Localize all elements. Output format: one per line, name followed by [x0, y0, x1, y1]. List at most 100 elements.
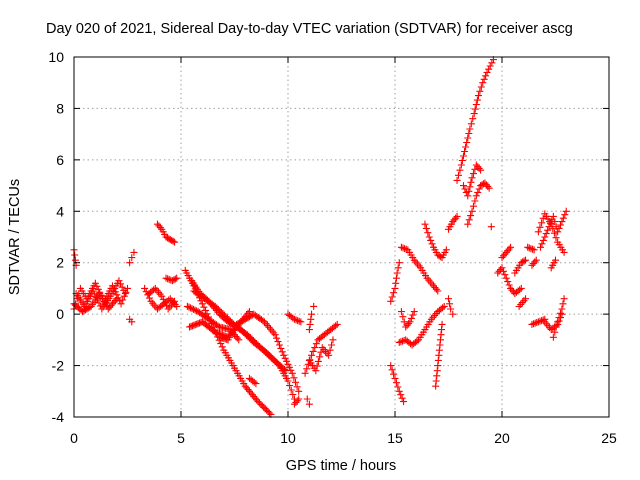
data-point-169 [171, 275, 179, 283]
data-point-534 [333, 320, 341, 328]
data-point-142 [159, 295, 167, 303]
data-point-778 [524, 243, 532, 251]
data-point-803 [547, 219, 555, 227]
data-point-727 [468, 207, 476, 215]
data-point-395 [287, 386, 295, 394]
data-point-263 [233, 334, 241, 342]
data-point-514 [301, 369, 309, 377]
data-point-689 [463, 139, 471, 146]
data-point-109 [130, 248, 138, 256]
data-point-18 [91, 279, 99, 287]
data-point-475 [265, 323, 273, 331]
data-point-797 [538, 240, 546, 248]
data-point-53 [89, 287, 97, 295]
data-point-489 [285, 363, 293, 371]
data-point-565 [395, 387, 403, 395]
data-point-505 [290, 315, 298, 323]
data-point-506 [292, 316, 300, 324]
data-point-583 [405, 320, 413, 328]
data-point-740 [487, 223, 495, 231]
data-point-579 [399, 313, 407, 321]
data-point-355 [227, 317, 235, 325]
data-point-705 [483, 68, 491, 76]
data-point-486 [281, 354, 289, 362]
data-point-577 [395, 259, 403, 267]
data-point-771 [520, 257, 528, 265]
data-point-799 [541, 233, 549, 241]
data-point-521 [312, 340, 320, 348]
data-point-790 [533, 319, 541, 326]
data-point-856 [552, 256, 559, 264]
data-point-812 [559, 214, 567, 222]
data-point-642 [422, 224, 430, 232]
data-point-791 [534, 318, 542, 326]
data-point-555 [308, 310, 316, 318]
data-point-781 [528, 245, 536, 253]
data-points [70, 56, 570, 418]
data-point-786 [532, 256, 540, 264]
x-tick-label-4: 20 [494, 430, 510, 446]
data-point-567 [398, 394, 406, 402]
data-point-763 [505, 245, 513, 253]
data-point-810 [556, 221, 564, 229]
data-point-518 [308, 351, 316, 359]
y-tick-label-3: 2 [56, 255, 64, 271]
data-point-691 [465, 130, 473, 137]
data-point-377 [260, 347, 268, 355]
data-point-132 [173, 302, 181, 310]
data-point-700 [476, 87, 484, 95]
data-point-831 [560, 248, 568, 256]
data-point-550 [328, 341, 336, 349]
data-point-73 [118, 283, 126, 291]
data-point-744 [498, 264, 506, 272]
data-point-384 [271, 357, 279, 365]
data-point-152 [156, 224, 164, 232]
data-point-698 [473, 96, 481, 104]
data-point-566 [397, 391, 405, 399]
data-point-738 [484, 182, 492, 190]
data-point-554 [307, 315, 315, 323]
data-point-476 [267, 325, 275, 333]
data-point-481 [274, 338, 282, 346]
data-point-695 [470, 110, 478, 118]
data-point-730 [472, 192, 480, 200]
data-point-586 [409, 311, 417, 319]
data-point-801 [544, 226, 552, 234]
data-point-163 [162, 274, 170, 282]
data-point-591 [400, 337, 408, 344]
data-point-826 [552, 234, 560, 242]
data-point-354 [225, 316, 233, 324]
data-point-692 [466, 125, 474, 133]
data-point-352 [222, 313, 230, 321]
data-point-512 [293, 397, 301, 405]
data-point-235 [191, 306, 199, 314]
data-point-379 [263, 350, 271, 358]
data-point-729 [471, 197, 479, 205]
data-point-694 [469, 115, 477, 123]
data-point-779 [525, 244, 533, 252]
data-point-756 [516, 286, 524, 294]
data-point-817 [538, 219, 546, 227]
data-point-798 [539, 236, 547, 244]
data-point-777 [522, 295, 530, 303]
data-point-748 [504, 278, 512, 286]
data-point-40 [124, 284, 131, 292]
data-point-792 [536, 317, 544, 325]
data-point-507 [294, 317, 302, 325]
data-point-576 [394, 264, 402, 272]
data-point-264 [235, 336, 243, 344]
data-point-233 [188, 305, 196, 313]
data-point-162 [171, 238, 179, 246]
y-tick-label-6: 8 [56, 100, 64, 116]
data-point-796 [537, 243, 545, 251]
data-point-584 [406, 318, 414, 326]
y-tick-label-4: 4 [56, 203, 64, 219]
data-point-717 [468, 174, 476, 182]
data-point-718 [469, 170, 477, 178]
data-point-183 [198, 300, 206, 308]
data-point-816 [536, 223, 544, 231]
data-point-144 [163, 302, 171, 310]
x-axis-ticks: 0 5 10 15 20 25 [70, 57, 617, 446]
data-point-394 [286, 382, 294, 389]
